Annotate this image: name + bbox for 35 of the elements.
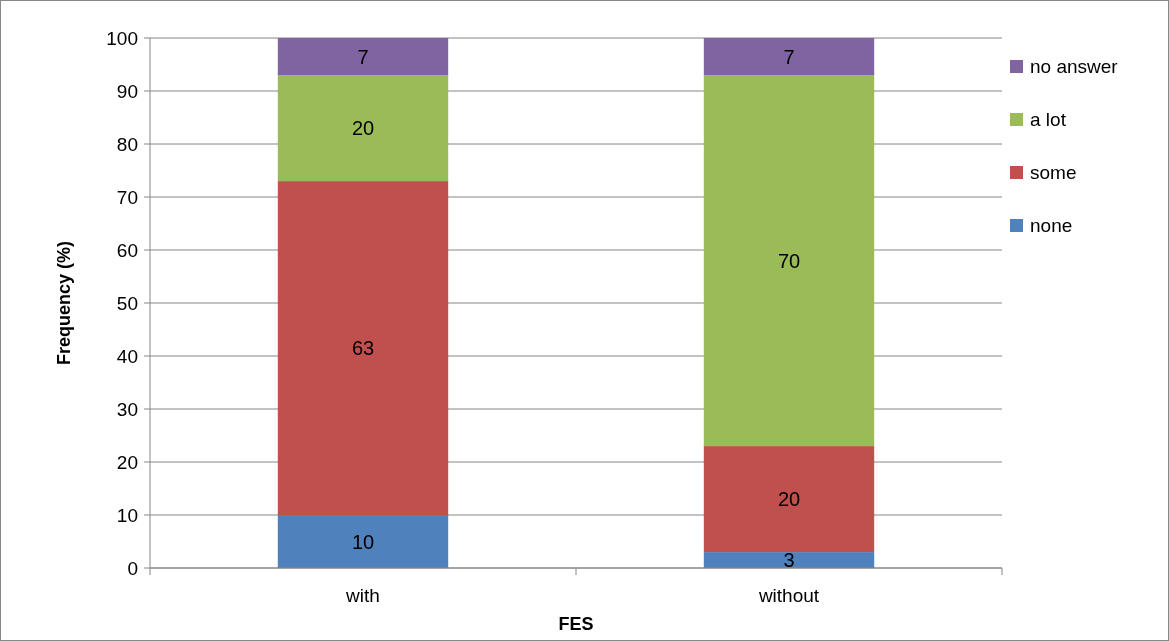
bar — [703, 38, 875, 76]
bar — [277, 515, 449, 568]
bar — [277, 38, 449, 76]
data-label: 20 — [351, 117, 375, 140]
data-label: 3 — [783, 549, 795, 572]
y-tick-label: 30 — [116, 398, 138, 420]
y-tick-label: 80 — [116, 133, 138, 155]
data-label: 20 — [777, 488, 801, 511]
data-label: 70 — [777, 249, 801, 272]
y-tick-label: 70 — [116, 186, 138, 208]
y-tick-label: 0 — [127, 557, 138, 579]
x-axis-title: FES — [558, 614, 594, 634]
y-tick-label: 90 — [116, 80, 138, 102]
data-label: 7 — [783, 45, 795, 68]
legend-label: no answer — [1030, 56, 1119, 78]
bar — [703, 75, 875, 447]
legend-label: some — [1030, 162, 1077, 184]
bar — [277, 75, 449, 182]
data-label: 63 — [351, 337, 375, 360]
y-axis-title: Frequency (%) — [54, 240, 74, 366]
y-tick-label: 60 — [116, 239, 138, 261]
bar — [277, 181, 449, 515]
y-tick-label: 50 — [116, 292, 138, 314]
bar — [703, 446, 875, 553]
legend-label: none — [1030, 215, 1073, 237]
bar — [703, 552, 875, 568]
x-tick-label: with — [345, 585, 380, 606]
y-tick-label: 100 — [106, 27, 138, 49]
y-tick-label: 40 — [116, 345, 138, 367]
y-tick-label: 20 — [116, 451, 138, 473]
data-label: 10 — [351, 530, 375, 553]
legend-label: a lot — [1030, 109, 1067, 131]
y-tick-label: 10 — [116, 504, 138, 526]
x-tick-label: without — [757, 585, 820, 606]
data-label: 7 — [357, 45, 369, 68]
